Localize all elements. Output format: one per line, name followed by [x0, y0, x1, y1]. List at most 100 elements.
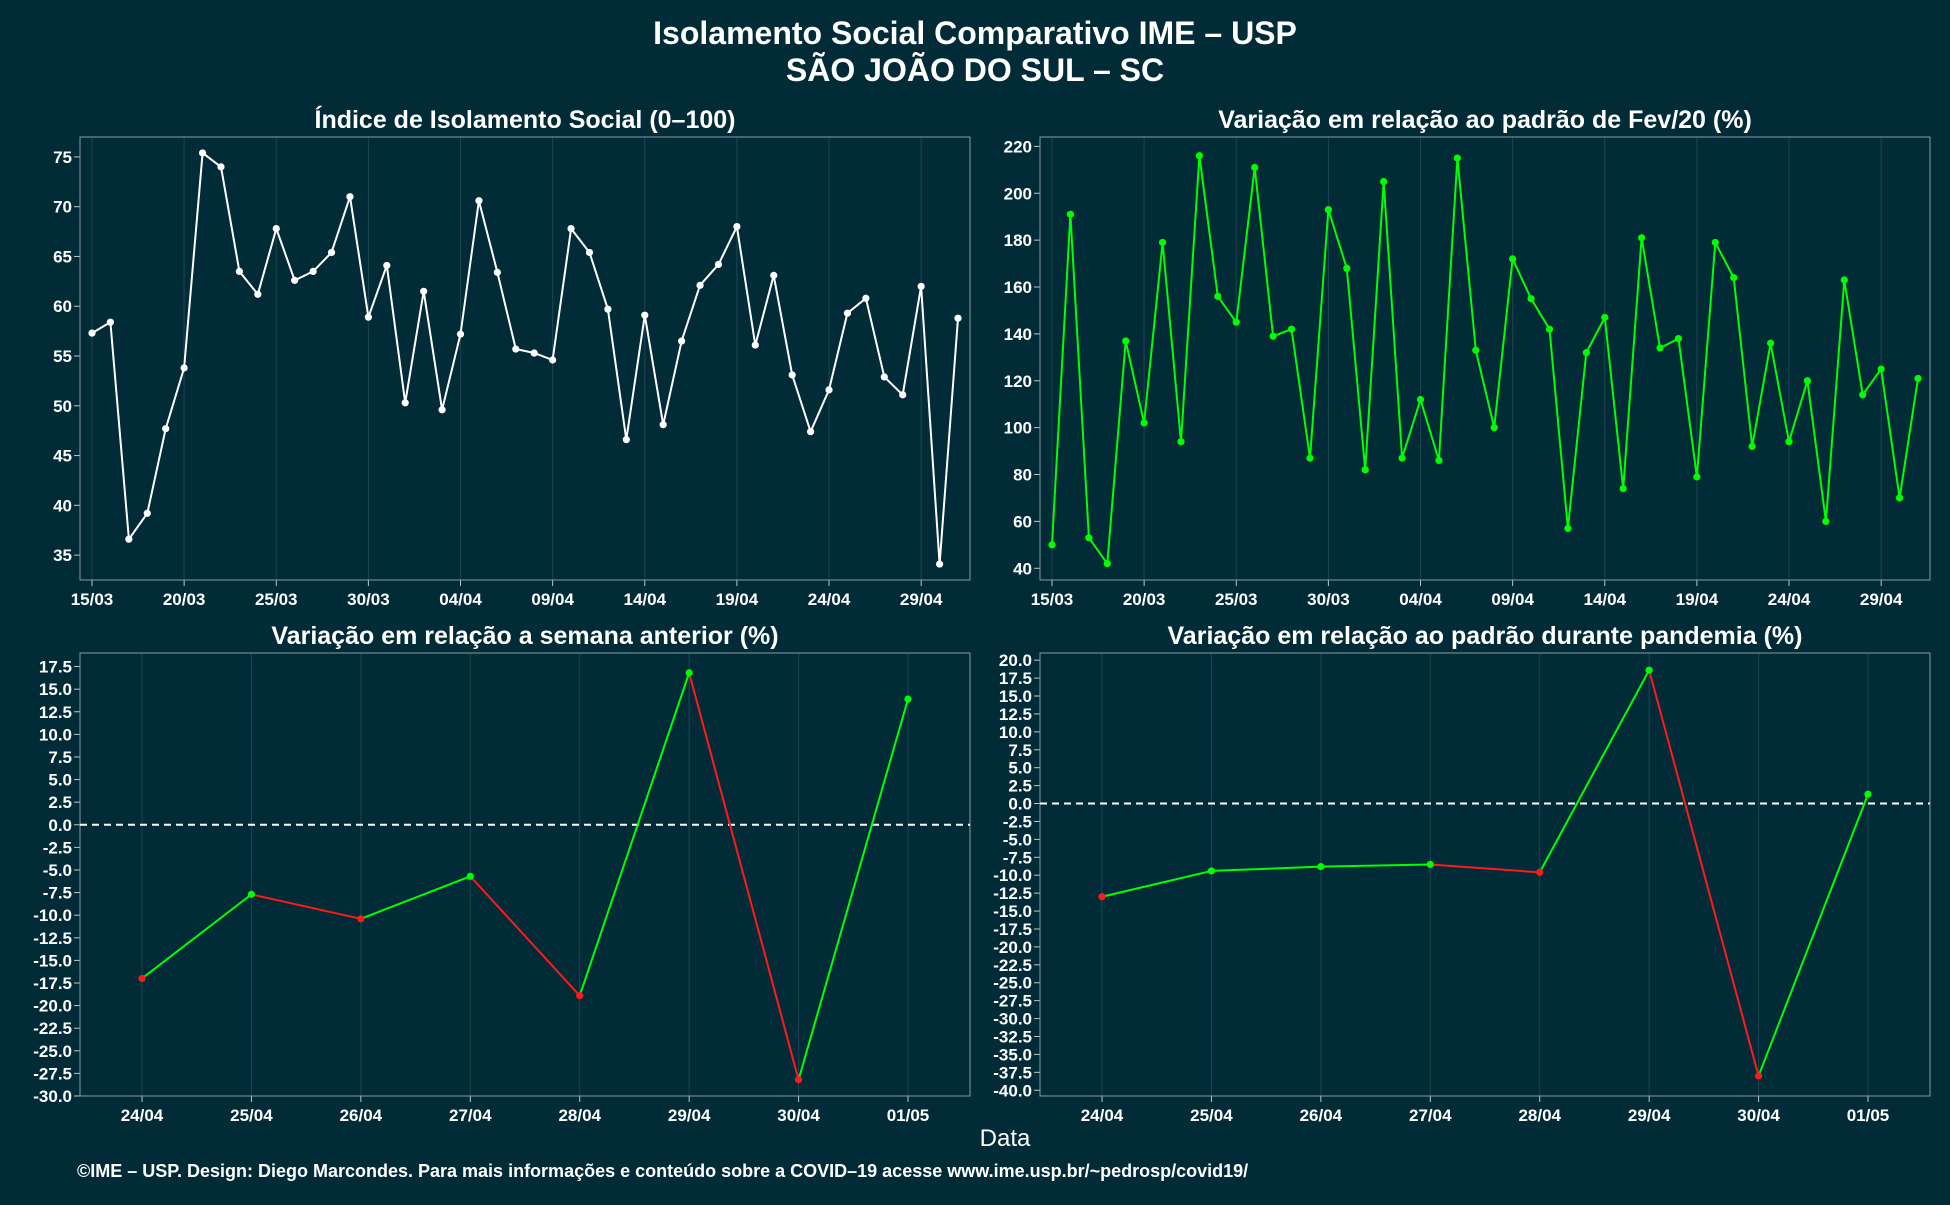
data-point	[788, 371, 796, 379]
y-tick-label: 5.0	[1008, 759, 1032, 778]
data-point	[1490, 424, 1498, 432]
plot-frame	[1039, 652, 1931, 1097]
y-tick-label: 75	[53, 148, 72, 167]
series-line	[1051, 155, 1919, 567]
data-point	[1748, 442, 1756, 450]
x-tick-label: 24/04	[808, 590, 851, 609]
y-tick-label: 100	[1004, 419, 1032, 438]
data-point	[1564, 524, 1572, 533]
data-point	[466, 872, 474, 880]
y-tick-label: 2.5	[1008, 777, 1032, 796]
data-point	[880, 373, 888, 381]
data-point	[1730, 274, 1738, 282]
data-point	[585, 248, 594, 257]
data-point	[1711, 238, 1719, 247]
y-tick-label: -7.5	[1003, 848, 1032, 867]
y-tick-label: -15.0	[993, 902, 1032, 921]
footer-credit: ©IME – USP. Design: Diego Marcondes. Par…	[77, 1161, 1248, 1181]
data-point	[1822, 517, 1830, 526]
data-point	[493, 268, 501, 276]
series-segment	[1757, 793, 1869, 1077]
data-point	[1361, 466, 1369, 474]
y-tick-label: -30.0	[33, 1087, 72, 1106]
data-point	[138, 974, 146, 983]
data-point	[235, 267, 244, 275]
data-point	[198, 149, 207, 157]
y-tick-label: 50	[53, 397, 72, 416]
y-tick-label: 17.5	[999, 669, 1032, 688]
data-point	[1343, 264, 1351, 272]
data-point	[475, 197, 483, 205]
data-point	[954, 314, 962, 322]
data-point	[576, 992, 584, 1000]
series-segment	[141, 893, 253, 980]
data-point	[1754, 1072, 1763, 1080]
data-point	[770, 271, 778, 279]
y-tick-label: 40	[53, 496, 72, 515]
y-tick-label: 60	[53, 297, 72, 316]
x-tick-label: 27/04	[1409, 1106, 1452, 1125]
data-point	[1426, 860, 1434, 869]
x-tick-label: 25/04	[230, 1106, 273, 1125]
y-tick-label: 40	[1013, 559, 1032, 578]
data-point	[678, 337, 686, 345]
data-point	[254, 290, 262, 298]
y-tick-label: 45	[53, 447, 72, 466]
data-point	[1693, 473, 1701, 481]
x-tick-label: 14/04	[1583, 590, 1626, 609]
y-tick-label: 65	[53, 247, 72, 266]
data-point	[751, 341, 759, 349]
data-point	[1048, 541, 1056, 549]
data-point	[1638, 234, 1646, 242]
data-point	[247, 890, 256, 898]
y-tick-label: -5.0	[43, 861, 72, 880]
series-segment	[1430, 863, 1540, 874]
y-tick-label: -10.0	[33, 906, 72, 925]
data-point	[1895, 494, 1904, 502]
data-point	[1085, 534, 1093, 542]
data-point	[327, 248, 336, 257]
data-point	[935, 560, 944, 568]
y-tick-label: -22.5	[33, 1019, 72, 1038]
y-tick-label: 220	[1004, 137, 1032, 156]
x-tick-label: 24/04	[1768, 590, 1811, 609]
series-segment	[578, 672, 691, 996]
x-tick-label: 20/03	[163, 590, 206, 609]
data-point	[1619, 484, 1627, 493]
series-segment	[1320, 863, 1431, 868]
data-point	[1766, 339, 1775, 347]
data-point	[1472, 346, 1480, 354]
data-point	[1545, 325, 1554, 333]
data-point	[685, 669, 693, 677]
series-segment	[469, 875, 581, 997]
x-tick-label: 04/04	[439, 590, 482, 609]
data-point	[143, 509, 151, 517]
x-tick-label: 30/03	[347, 590, 390, 609]
y-tick-label: -5.0	[1003, 830, 1032, 849]
data-point	[904, 695, 912, 703]
data-point	[1435, 456, 1443, 465]
data-point	[272, 224, 280, 233]
y-tick-label: -20.0	[33, 997, 72, 1016]
x-tick-label: 25/03	[1215, 590, 1258, 609]
data-point	[1317, 863, 1325, 871]
x-tick-label: 19/04	[1676, 590, 1719, 609]
data-point	[1656, 344, 1664, 352]
y-tick-label: 10.0	[39, 725, 72, 744]
y-tick-label: 17.5	[39, 658, 72, 677]
data-point	[1914, 374, 1922, 383]
x-tick-label: 29/04	[1628, 1106, 1671, 1125]
data-point	[917, 282, 925, 290]
data-point	[1674, 334, 1683, 343]
x-tick-label: 30/04	[777, 1106, 820, 1125]
chart-panel-1: Índice de Isolamento Social (0–100) 35 40 4…	[53, 105, 971, 609]
data-point	[1527, 295, 1535, 303]
y-tick-label: 5.0	[48, 771, 72, 790]
data-point	[530, 349, 538, 357]
y-tick-label: -12.5	[33, 929, 72, 948]
x-tick-label: 29/04	[1860, 590, 1903, 609]
data-point	[659, 421, 667, 429]
x-tick-label: 15/03	[71, 590, 114, 609]
y-tick-label: 12.5	[999, 705, 1032, 724]
